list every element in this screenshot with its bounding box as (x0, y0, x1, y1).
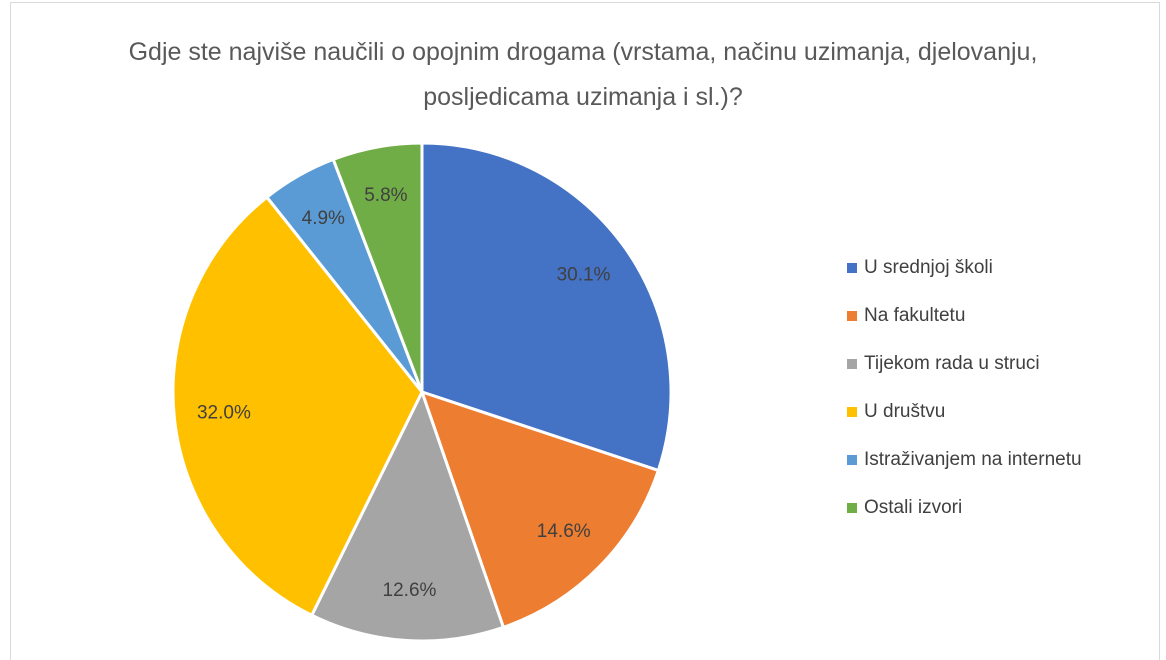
legend-label: U društvu (864, 401, 945, 422)
legend-label: Istraživanjem na internetu (864, 449, 1082, 470)
data-label: 5.8% (364, 185, 407, 206)
data-label: 32.0% (197, 402, 251, 423)
chart-title: Gdje ste najviše naučili o opojnim droga… (128, 38, 1038, 111)
pie-slice (419, 389, 661, 630)
pie-slice (171, 195, 424, 618)
pie-slice (420, 141, 673, 473)
pie-slice (309, 388, 506, 643)
legend-swatch (847, 263, 857, 273)
legend-label: U srednjoj školi (864, 257, 993, 278)
legend-swatch (847, 359, 857, 369)
pie-slice (331, 141, 424, 393)
legend-label: Na fakultetu (864, 305, 965, 326)
legend-swatch (847, 407, 857, 417)
legend-label: Tijekom rada u struci (864, 353, 1040, 374)
legend-label: Ostali izvori (864, 497, 962, 518)
data-label: 30.1% (557, 264, 611, 285)
legend-swatch (847, 503, 857, 513)
legend-swatch (847, 455, 857, 465)
data-label: 4.9% (302, 208, 345, 229)
legend-swatch (847, 311, 857, 321)
data-label: 14.6% (537, 521, 591, 542)
data-label: 12.6% (383, 580, 437, 601)
chart-border (10, 2, 1160, 660)
